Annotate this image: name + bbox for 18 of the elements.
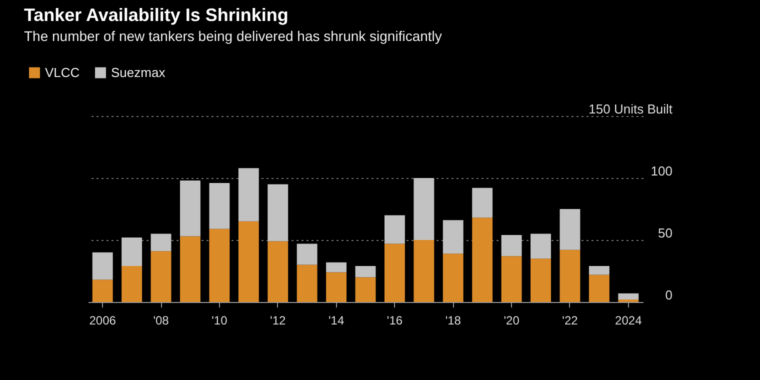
- y-tick-label: 150 Units Built: [588, 102, 673, 116]
- legend-label: VLCC: [45, 64, 80, 80]
- x-tick-label: '12: [270, 314, 286, 328]
- y-tick-label: 0: [665, 288, 672, 302]
- x-tick-label: '20: [504, 314, 520, 328]
- x-tick-label: 2024: [615, 314, 642, 328]
- x-tick-label: '16: [386, 314, 403, 328]
- x-tick-label: 2006: [89, 314, 116, 328]
- x-tick-label: '08: [153, 314, 170, 328]
- legend-label: Suezmax: [111, 64, 166, 80]
- y-tick-label: 50: [658, 226, 672, 240]
- x-tick-label: '14: [328, 314, 344, 328]
- x-tick-label: '22: [562, 314, 578, 328]
- x-tick-label: '18: [445, 314, 462, 328]
- chart-subtitle: The number of new tankers being delivered has shrunk significantly: [24, 28, 442, 44]
- y-tick-label: 100: [650, 164, 672, 178]
- x-tick-label: '10: [212, 314, 228, 328]
- chart-title: Tanker Availability Is Shrinking: [24, 5, 288, 25]
